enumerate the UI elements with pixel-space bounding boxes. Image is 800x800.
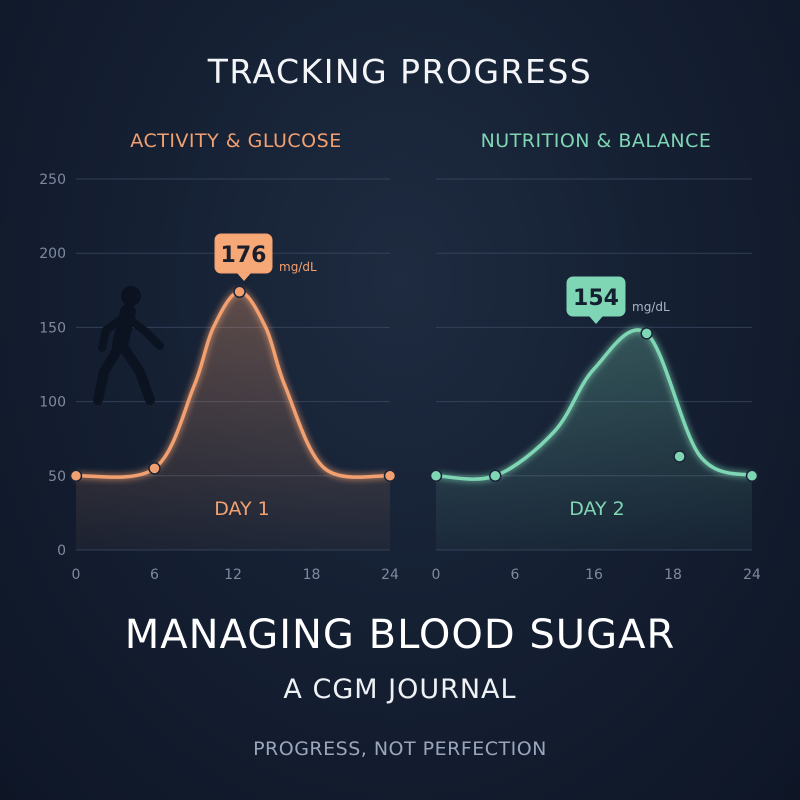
x-tick-label: 24 (743, 567, 761, 583)
y-tick-label: 200 (39, 246, 66, 262)
chart-1-peak-value: 176 (221, 243, 267, 268)
main-title: MANAGING BLOOD SUGAR (124, 612, 676, 658)
chart-1-unit: mg/dL (279, 260, 317, 274)
chart-2-unit: mg/dL (632, 300, 670, 314)
y-tick-label: 250 (39, 172, 66, 188)
data-point (429, 469, 443, 483)
x-tick-label: 18 (664, 567, 682, 583)
chart-1-peak-callout: 176 mg/dL (214, 233, 317, 281)
data-point (383, 469, 397, 483)
x-tick-label: 6 (150, 567, 159, 583)
x-tick-label: 0 (432, 567, 441, 583)
page-title: TRACKING PROGRESS (207, 52, 593, 91)
x-tick-label: 18 (303, 567, 321, 583)
chart-2-day-label: DAY 2 (569, 498, 625, 520)
data-point (69, 469, 83, 483)
walking-person-icon (93, 286, 164, 405)
chart-2-area (436, 329, 752, 550)
x-tick-label: 6 (511, 567, 520, 583)
tagline: PROGRESS, NOT PERFECTION (253, 738, 547, 760)
x-tick-label: 12 (224, 567, 242, 583)
y-tick-label: 100 (39, 395, 66, 411)
data-point (640, 327, 653, 340)
chart-1-day-label: DAY 1 (214, 498, 270, 520)
chart-2-x-axis: 0 6 16 18 24 (432, 567, 761, 583)
x-tick-label: 24 (381, 567, 399, 583)
chart-1-markers (69, 285, 397, 483)
chart-1-area (76, 291, 390, 550)
data-point (148, 462, 161, 475)
chart-1-title: ACTIVITY & GLUCOSE (130, 130, 342, 152)
chart-2-title: NUTRITION & BALANCE (480, 130, 712, 152)
x-tick-label: 16 (585, 567, 603, 583)
y-axis: 0 50 100 150 200 250 (39, 172, 66, 559)
chart-2-peak-value: 154 (573, 286, 619, 311)
chart-1: 0 6 12 18 24 176 mg/dL DAY 1 (69, 178, 399, 583)
data-point (745, 469, 759, 483)
data-point (233, 285, 246, 299)
y-tick-label: 0 (57, 543, 66, 559)
data-point (673, 450, 686, 463)
x-tick-label: 0 (72, 567, 81, 583)
chart-2: 0 6 16 18 24 154 mg/dL DAY 2 (429, 178, 761, 583)
chart-2-markers (429, 327, 759, 483)
chart-1-x-axis: 0 6 12 18 24 (72, 567, 399, 583)
subtitle: A CGM JOURNAL (283, 674, 517, 705)
y-tick-label: 150 (39, 320, 66, 336)
chart-2-peak-callout: 154 mg/dL (566, 276, 670, 324)
y-tick-label: 50 (48, 469, 66, 485)
data-point (489, 469, 502, 483)
